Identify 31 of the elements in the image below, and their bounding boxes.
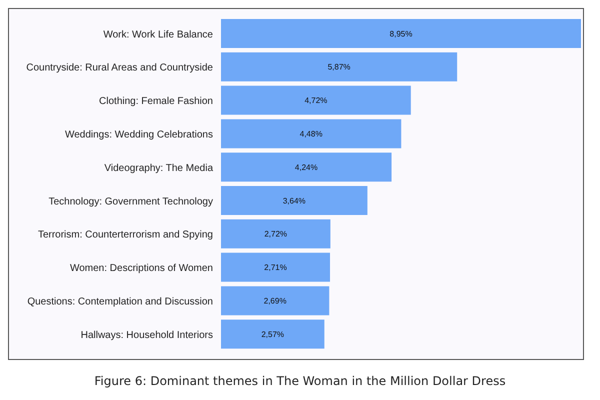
data-label: 2,71% [264,263,287,272]
data-label: 4,72% [304,96,328,106]
y-tick-label: Videography: The Media [104,162,214,174]
data-label: 4,24% [294,162,318,172]
bar [221,252,330,282]
data-label: 8,95% [390,29,412,38]
y-tick-label: Countryside: Rural Areas and Countryside [26,62,214,74]
bar [221,152,392,182]
bar [221,186,368,216]
data-label: 5,87% [328,62,350,72]
y-tick-label: Work: Work Life Balance [103,29,214,40]
y-tick-label: Technology: Government Technology [48,196,213,208]
data-label: 2,72% [264,230,288,239]
data-label: 3,64% [282,196,306,206]
bar [221,52,458,82]
caption: Figure 6: Dominant themes in The Woman in the Million Dollar Dress [93,374,507,388]
data-label: 2,69% [264,296,286,306]
y-tick-label: Clothing: Female Fashion [99,96,213,108]
data-label: 4,48% [300,130,322,139]
y-tick-label: Women: Descriptions of Women [70,263,213,274]
bar [221,86,411,115]
bar [221,320,324,349]
bar [221,286,330,316]
y-tick-label: Weddings: Wedding Celebrations [64,129,213,140]
bar [221,19,581,48]
bar [221,119,402,148]
y-tick-label: Hallways: Household Interiors [80,330,213,341]
data-label: 2,57% [261,330,284,339]
y-tick-label: Questions: Contemplation and Discussion [27,296,213,308]
y-tick-label: Terrorism: Counterterrorism and Spying [38,230,213,241]
bar [221,219,330,248]
